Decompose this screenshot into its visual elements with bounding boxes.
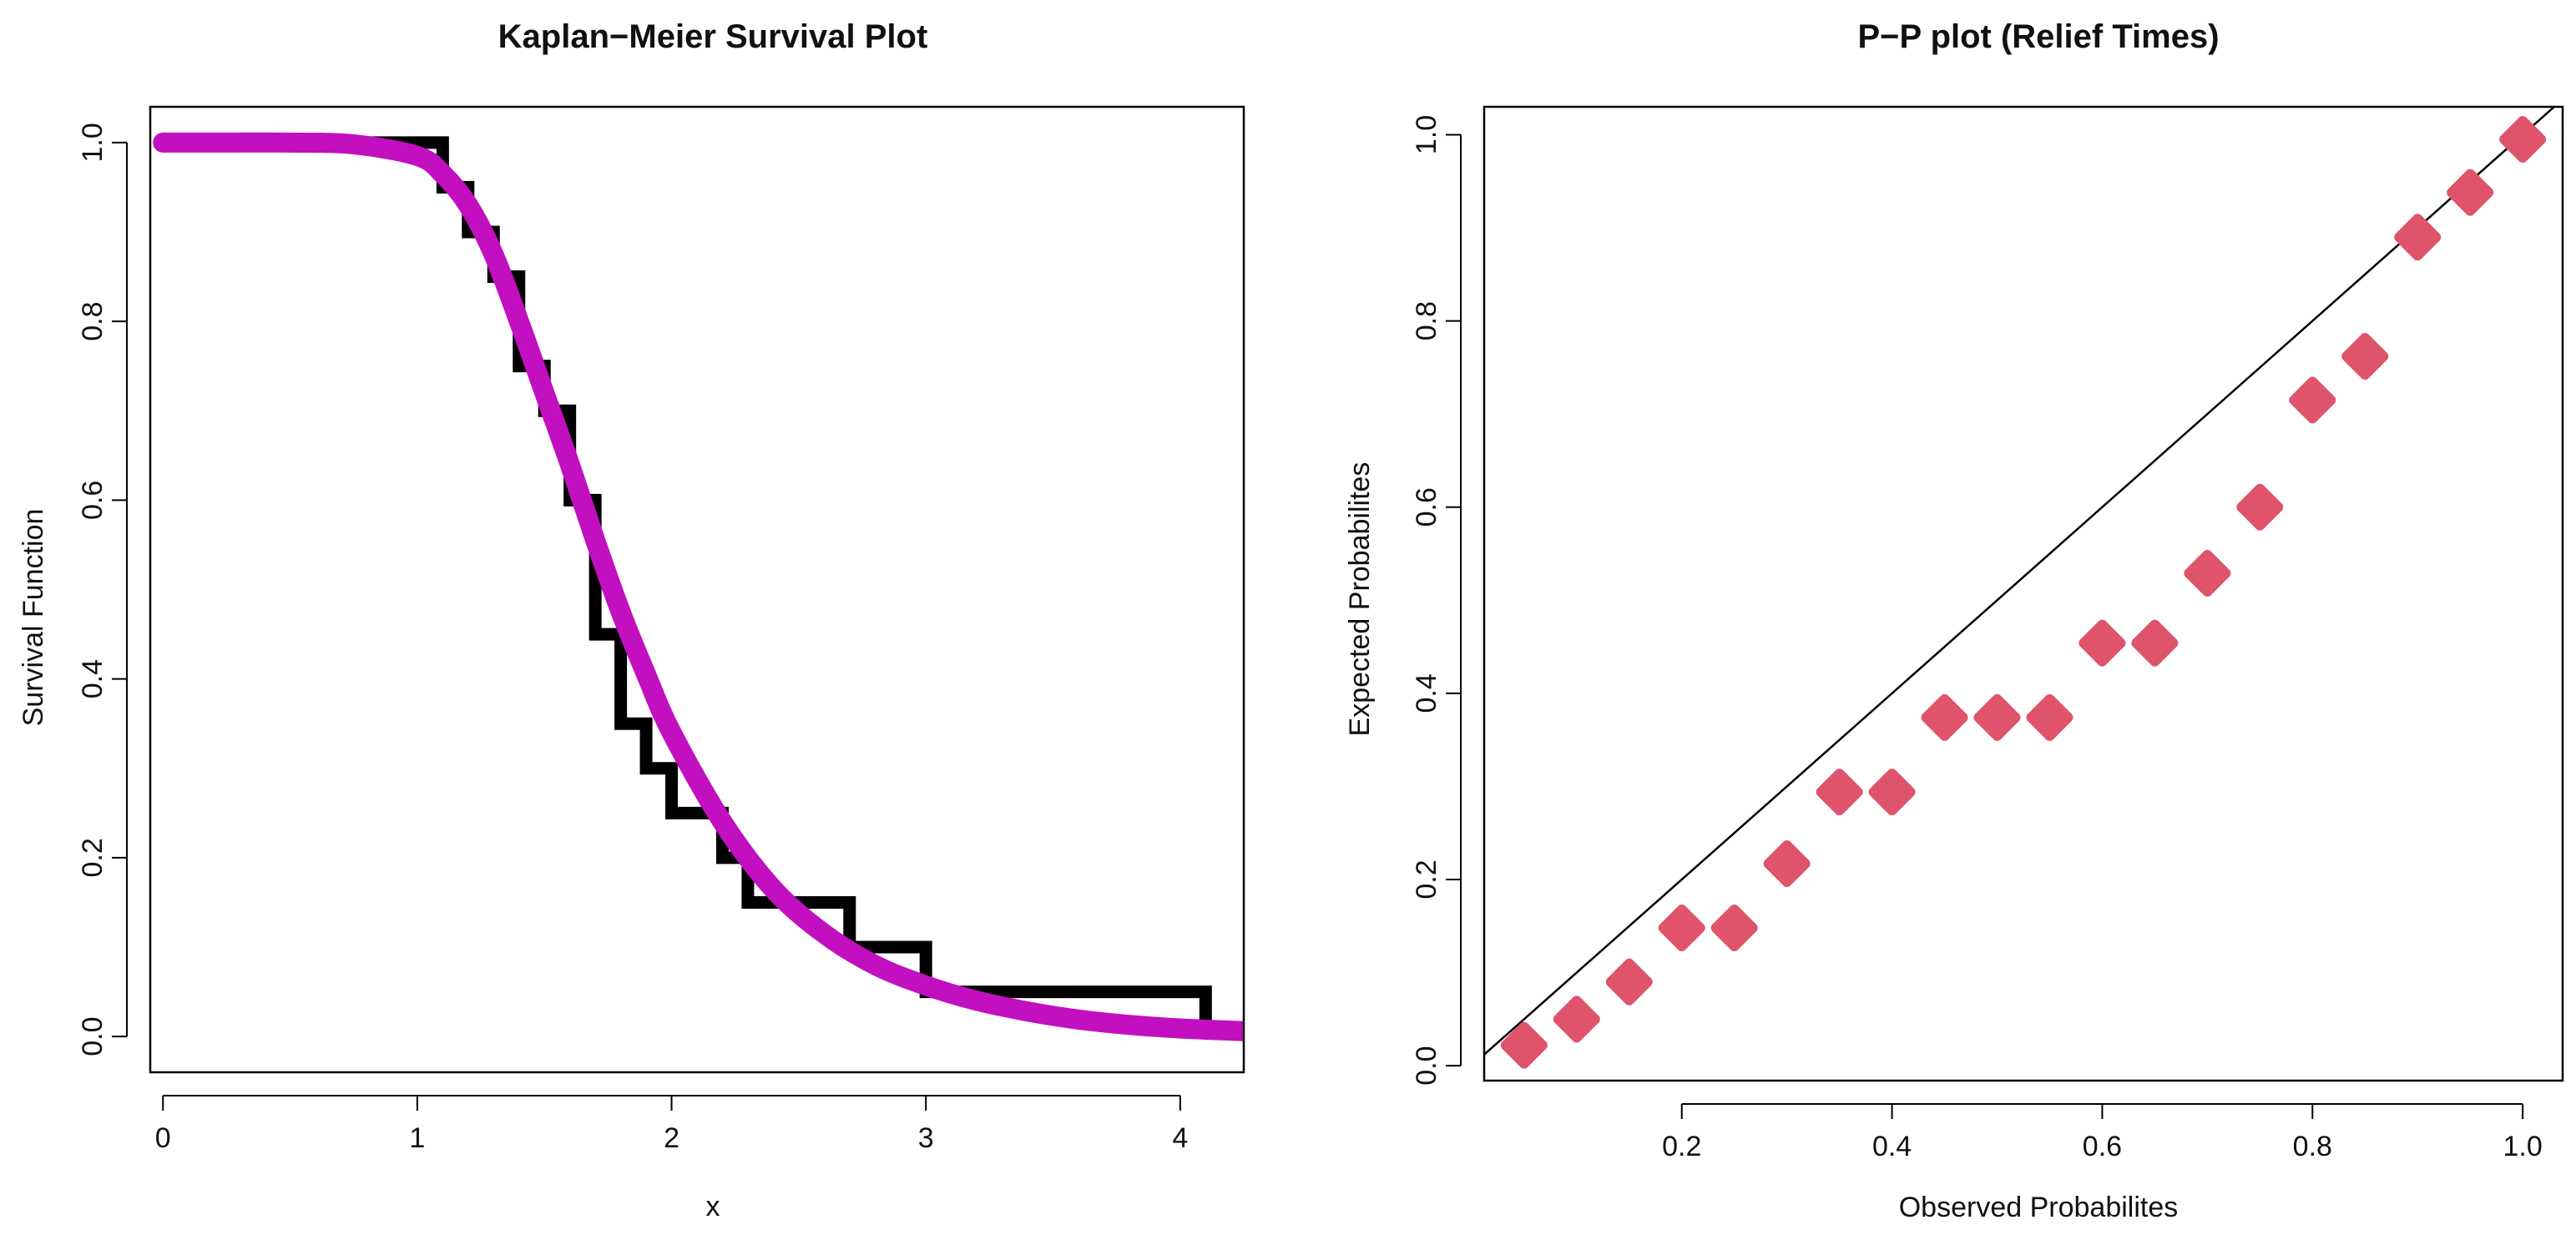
pp-point	[1921, 693, 1968, 741]
km-plot-frame	[149, 105, 1245, 1074]
km-step-line	[163, 136, 1212, 1037]
pp-y-tick-label: 0.2	[1411, 859, 1442, 899]
pp-x-tick-label: 0.8	[2293, 1131, 2332, 1162]
pp-x-tick-label: 0.4	[1872, 1131, 1912, 1162]
pp-chart: P−P plot (Relief Times) 0.0 0.2 0.4 0.6 0.8 1…	[1344, 18, 2564, 1223]
pp-point	[2499, 116, 2547, 164]
pp-y-tick-labels: 0.0 0.2 0.4 0.6 0.8 1.0	[1411, 115, 1442, 1086]
pp-point	[1816, 769, 1863, 816]
pp-y-tick-label: 0.6	[1411, 487, 1442, 527]
pp-point	[2394, 214, 2442, 261]
pp-point	[1500, 1021, 1548, 1069]
km-chart: Kaplan−Meier Survival Plot 0.00.20.40.60…	[18, 18, 1245, 1222]
pp-point	[1605, 958, 1653, 1006]
km-x-tick-label: 0	[155, 1122, 171, 1154]
km-series	[153, 132, 1244, 1041]
pp-point	[1553, 996, 1600, 1043]
km-y-tick-label: 0.4	[77, 659, 109, 698]
pp-point	[2341, 333, 2389, 381]
pp-x-tick-labels: 0.2 0.4 0.6 0.8 1.0	[1662, 1131, 2543, 1162]
km-y-tick-labels: 0.0 0.2 0.4 0.6 0.8 1.0	[77, 123, 109, 1056]
pp-y-tick-label: 1.0	[1411, 115, 1442, 154]
pp-point	[1763, 840, 1811, 888]
pp-x-tick-label: 1.0	[2503, 1131, 2543, 1162]
km-y-tick-label: 0.0	[77, 1017, 109, 1056]
km-x-tick-label: 2	[664, 1122, 679, 1154]
pp-y-axis-label: Expected Probabilites	[1344, 462, 1376, 737]
pp-x-axis-label: Observed Probabilites	[1899, 1192, 2179, 1223]
km-y-tick-label: 1.0	[77, 123, 109, 162]
pp-point	[2447, 169, 2494, 216]
km-x-axis-label: x	[706, 1191, 720, 1222]
km-x-tick-label: 3	[918, 1122, 934, 1154]
km-chart-title: Kaplan−Meier Survival Plot	[498, 18, 928, 55]
km-x-tick-label: 1	[409, 1122, 425, 1154]
pp-point	[2131, 619, 2179, 667]
pp-y-tick-label: 0.8	[1411, 301, 1442, 340]
km-x-tick-labels: 0 1 2 3 4	[155, 1122, 1189, 1154]
pp-series	[1483, 106, 2555, 1069]
km-y-tick-label: 0.8	[77, 301, 109, 340]
pp-point	[1868, 769, 1916, 816]
km-y-axis-label: Survival Function	[18, 509, 49, 727]
km-y-tick-label: 0.2	[77, 838, 109, 877]
pp-ticks	[1446, 134, 2524, 1119]
pp-point	[1710, 905, 1758, 952]
pp-point	[1658, 905, 1705, 952]
pp-chart-title: P−P plot (Relief Times)	[1857, 18, 2219, 55]
fitted-survival-curve	[153, 132, 1244, 1041]
pp-plot-frame	[1482, 105, 2564, 1082]
pp-point	[2289, 376, 2336, 424]
pp-y-tick-label: 0.4	[1411, 673, 1442, 713]
pp-y-tick-label: 0.0	[1411, 1046, 1442, 1086]
pp-x-tick-label: 0.2	[1662, 1131, 1701, 1162]
pp-reference-line	[1483, 106, 2555, 1056]
pp-point	[1973, 693, 2021, 741]
pp-point	[2026, 693, 2073, 741]
pp-x-tick-label: 0.6	[2083, 1131, 2122, 1162]
km-x-tick-label: 4	[1172, 1122, 1188, 1154]
km-y-tick-label: 0.6	[77, 481, 109, 520]
pp-point	[2236, 483, 2284, 531]
km-ticks	[112, 141, 1181, 1111]
pp-point	[2184, 549, 2231, 597]
pp-point	[2078, 619, 2126, 667]
